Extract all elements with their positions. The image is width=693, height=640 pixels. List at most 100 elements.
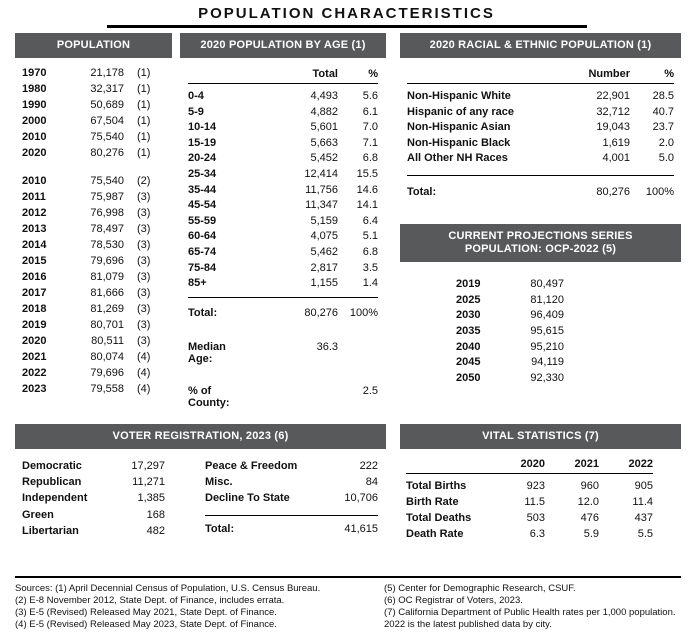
projections-header: CURRENT PROJECTIONS SERIES POPULATION: O… xyxy=(400,224,681,262)
total-cell: 2,817 xyxy=(310,261,338,274)
table-row: Green 168 xyxy=(22,507,165,523)
total-cell: 11,347 xyxy=(305,199,338,212)
year-cell: 2018 xyxy=(22,303,47,315)
footnote-cell: (1) xyxy=(137,99,151,111)
number-cell: 32,712 xyxy=(596,105,630,118)
age-group-cell: 75-84 xyxy=(188,261,217,274)
table-row: 60-64 4,075 5.1 xyxy=(188,229,378,245)
footnote-cell: (3) xyxy=(137,319,151,331)
footnote-cell: (4) xyxy=(137,367,151,379)
vital-statistics-table: VITAL STATISTICS (7) 2020 2021 2022 Tota… xyxy=(400,424,681,542)
age-group-column-spacer xyxy=(188,68,234,80)
total-cell: 5,462 xyxy=(310,245,338,258)
table-row: Decline To State 10,706 xyxy=(205,490,378,506)
number-cell: 19,043 xyxy=(596,121,630,134)
vital-statistics-header: VITAL STATISTICS (7) xyxy=(400,424,681,449)
age-rows: 0-4 4,493 5.6 5-9 4,882 6.1 10-14 5,601 … xyxy=(188,89,378,292)
count-cell: 1,385 xyxy=(137,492,165,505)
race-cell: All Other NH Races xyxy=(407,152,508,165)
table-row: 5-9 4,882 6.1 xyxy=(188,105,378,121)
population-by-age-header: 2020 POPULATION BY AGE (1) xyxy=(180,33,386,58)
percent-cell: 2.0 xyxy=(658,136,674,149)
voter-left-column: Democratic 17,297 Republican 11,271 Inde… xyxy=(15,458,165,539)
racial-ethnic-header: 2020 RACIAL & ETHNIC POPULATION (1) xyxy=(400,33,681,58)
age-group-cell: 0-4 xyxy=(188,90,204,102)
table-row: 2012 76,998 (3) xyxy=(22,205,165,221)
age-group-cell: 45-54 xyxy=(188,199,217,212)
year-cell: 2030 xyxy=(456,309,481,322)
voter-registration-table: VOTER REGISTRATION, 2023 (6) Democratic … xyxy=(15,424,386,539)
footnote-cell: (1) xyxy=(137,115,151,127)
table-row: Republican 11,271 xyxy=(22,474,165,490)
value-cell: 95,210 xyxy=(530,340,564,353)
year-cell: 2023 xyxy=(22,383,47,395)
age-group-cell: 5-9 xyxy=(188,105,204,118)
table-row: 2050 92,330 xyxy=(456,371,681,387)
table-row: Birth Rate 11.5 12.0 11.4 xyxy=(406,494,653,510)
total-cell: 5,601 xyxy=(310,121,338,134)
value-cell: 21,178 xyxy=(90,67,124,79)
percent-cell: 15.5 xyxy=(356,167,378,180)
projections-table: CURRENT PROJECTIONS SERIES POPULATION: O… xyxy=(400,224,681,387)
sources-left-column: Sources: (1) April Decennial Census of P… xyxy=(15,583,379,631)
value-cell: 81,666 xyxy=(90,287,124,299)
year-cell: 2015 xyxy=(22,255,47,267)
party-cell: Republican xyxy=(22,476,82,489)
year-cell: 2017 xyxy=(22,287,47,299)
percent-column-header: % xyxy=(368,68,378,80)
table-row: 1990 50,689 (1) xyxy=(22,97,165,113)
table-row: Death Rate 6.3 5.9 5.5 xyxy=(406,526,653,542)
source-line: (3) E-5 (Revised) Released May 2021, Sta… xyxy=(15,607,277,618)
footnote-cell: (1) xyxy=(137,147,151,159)
total-column-header: Total xyxy=(312,68,338,80)
value-cell: 503 xyxy=(526,512,545,524)
value-cell: 476 xyxy=(580,512,599,524)
total-row: Total: 80,276 100% xyxy=(188,305,378,321)
year-cell: 2011 xyxy=(22,191,46,203)
age-group-cell: 25-34 xyxy=(188,167,217,180)
total-label: Total: xyxy=(188,306,218,319)
count-cell: 222 xyxy=(359,460,378,472)
table-row: Misc. 84 xyxy=(205,474,378,490)
population-by-age-table: 2020 POPULATION BY AGE (1) Total % 0-4 4… xyxy=(180,33,386,409)
table-row: 2022 79,696 (4) xyxy=(22,365,165,381)
total-cell: 5,159 xyxy=(310,214,338,227)
year-cell: 2020 xyxy=(22,147,47,159)
percent-cell: 28.5 xyxy=(652,90,674,102)
race-cell: Non-Hispanic White xyxy=(407,90,511,102)
table-row: 1980 32,317 (1) xyxy=(22,81,165,97)
table-row: 20-24 5,452 6.8 xyxy=(188,151,378,167)
population-rows: 1970 21,178 (1) 1980 32,317 (1) 1990 50,… xyxy=(15,58,172,397)
total-percent: 100% xyxy=(645,185,674,198)
year-cell: 2019 xyxy=(456,278,481,290)
year-cell: 2019 xyxy=(22,319,47,331)
value-cell: 905 xyxy=(634,480,653,492)
table-row: 2040 95,210 xyxy=(456,340,681,356)
age-group-cell: 20-24 xyxy=(188,152,217,165)
table-row: 65-74 5,462 6.8 xyxy=(188,245,378,261)
projections-header-line1: CURRENT PROJECTIONS SERIES xyxy=(448,230,633,242)
footnote-cell: (2) xyxy=(137,175,151,187)
year-cell: 2035 xyxy=(456,325,481,338)
population-table-header: POPULATION xyxy=(15,33,172,58)
table-row: 75-84 2,817 3.5 xyxy=(188,261,378,277)
table-row: 2020 80,511 (3) xyxy=(22,333,165,349)
footnote-cell: (1) xyxy=(137,67,151,79)
table-row: 15-19 5,663 7.1 xyxy=(188,136,378,152)
voter-registration-body: Democratic 17,297 Republican 11,271 Inde… xyxy=(15,458,386,539)
stat-label-cell: Total Births xyxy=(406,480,467,492)
projections-rows: 2019 80,497 2025 81,120 2030 96,409 2035… xyxy=(400,277,681,387)
percent-of-county-row: % of County: 2.5 xyxy=(188,385,378,409)
table-row: All Other NH Races 4,001 5.0 xyxy=(407,151,674,167)
footnote-cell: (3) xyxy=(137,239,151,251)
total-cell: 11,756 xyxy=(305,183,338,196)
value-cell: 6.3 xyxy=(529,528,545,540)
percent-cell: 7.1 xyxy=(362,136,378,149)
table-row: 2014 78,530 (3) xyxy=(22,237,165,253)
footnote-cell: (4) xyxy=(137,383,151,395)
table-row: 0-4 4,493 5.6 xyxy=(188,89,378,105)
party-cell: Green xyxy=(22,508,54,521)
value-cell: 75,540 xyxy=(90,131,124,143)
source-line: (7) California Department of Public Heal… xyxy=(384,607,676,630)
